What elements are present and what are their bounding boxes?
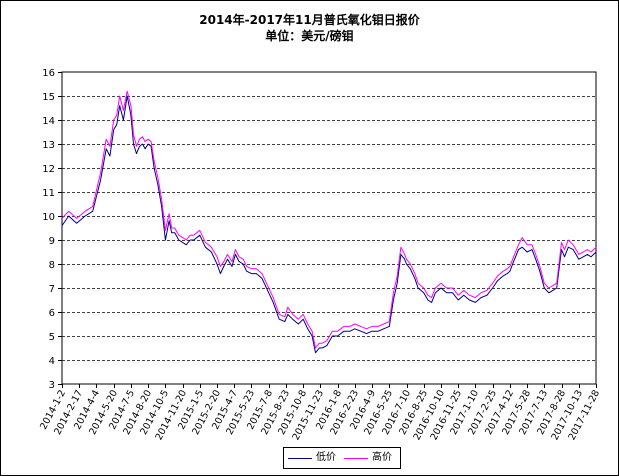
y-tick-label: 7 <box>49 284 55 295</box>
legend-label-low: 低价 <box>316 452 336 463</box>
y-tick-label: 11 <box>42 188 55 199</box>
series-line-low <box>61 95 597 354</box>
y-tick-label: 12 <box>42 164 55 175</box>
chart-subtitle: 单位：美元/磅钼 <box>265 29 354 43</box>
y-tick-label: 5 <box>49 332 55 343</box>
y-tick-label: 14 <box>42 116 55 127</box>
series-lines <box>61 90 597 354</box>
y-tick-label: 6 <box>49 308 55 319</box>
y-tick-label: 16 <box>42 68 55 79</box>
legend-swatch-low <box>288 458 312 459</box>
legend-swatch-high <box>344 458 368 459</box>
y-tick-label: 10 <box>42 212 55 223</box>
y-tick-label: 8 <box>49 260 55 271</box>
x-axis: 2014-1-22014-2-172014-4-42014-5-202014-7… <box>38 384 602 442</box>
series-line-high <box>61 90 597 349</box>
y-tick-label: 13 <box>42 140 55 151</box>
chart-title: 2014年-2017年11月普氏氧化钼日报价 <box>199 13 420 27</box>
y-tick-label: 15 <box>42 92 55 103</box>
y-tick-label: 3 <box>49 380 55 391</box>
plot-area <box>61 71 597 385</box>
chart-legend: 低价 高价 <box>283 447 401 469</box>
y-tick-label: 4 <box>49 356 55 367</box>
chart-title-block: 2014年-2017年11月普氏氧化钼日报价 单位：美元/磅钼 <box>0 12 619 44</box>
y-tick-label: 9 <box>49 236 55 247</box>
plot-border <box>61 71 597 385</box>
legend-label-high: 高价 <box>372 452 392 463</box>
y-axis: 3 4 5 6 7 8 9 10 11 12 13 14 15 16 <box>42 68 62 391</box>
